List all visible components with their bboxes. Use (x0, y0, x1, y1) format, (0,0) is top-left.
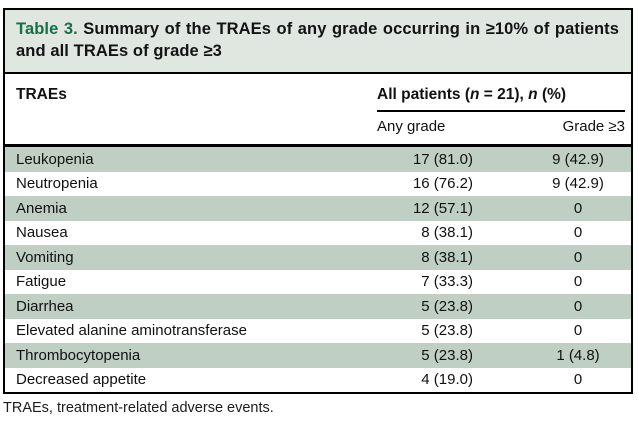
row-grade3: 1 (4.8) (556, 346, 600, 364)
column-group-right: All patients (n = 21), n (%) Any grade G… (377, 86, 631, 144)
table-row: Neutropenia 16 (76.2) 9 (42.9) (5, 172, 631, 197)
row-name: Leukopenia (16, 150, 94, 168)
row-grade3: 0 (573, 224, 583, 242)
table-number-label: Table 3. (16, 20, 78, 38)
table-row: Nausea 8 (38.1) 0 (5, 221, 631, 246)
column-header-any-grade: Any grade (377, 118, 446, 135)
table-footnote: TRAEs, treatment-related adverse events. (3, 400, 274, 416)
row-name: Elevated alanine aminotransferase (16, 322, 247, 340)
row-any-grade: 4 (19.0) (421, 371, 473, 389)
row-name: Neutropenia (16, 175, 98, 193)
row-name: Nausea (16, 224, 68, 242)
row-grade3: 9 (42.9) (552, 175, 604, 193)
group-header-part: All patients ( (377, 86, 471, 103)
group-header-all-patients: All patients (n = 21), n (%) (377, 86, 625, 112)
column-header-grade-ge3: Grade ≥3 (562, 118, 625, 135)
row-any-grade: 5 (23.8) (421, 297, 473, 315)
table-row: Thrombocytopenia 5 (23.8) 1 (4.8) (5, 343, 631, 368)
row-any-grade: 8 (38.1) (421, 224, 473, 242)
table-row: Decreased appetite 4 (19.0) 0 (5, 368, 631, 393)
row-grade3: 0 (573, 322, 583, 340)
row-any-grade: 12 (57.1) (412, 199, 473, 217)
table-row: Leukopenia 17 (81.0) 9 (42.9) (5, 147, 631, 172)
row-any-grade: 16 (76.2) (412, 175, 473, 193)
group-header-n-italic: n (528, 86, 538, 103)
row-any-grade: 7 (33.3) (421, 273, 473, 291)
table-3-box: Table 3. Summary of the TRAEs of any gra… (3, 8, 633, 394)
table-header: TRAEs All patients (n = 21), n (%) Any g… (5, 74, 631, 147)
row-grade3: 0 (573, 371, 583, 389)
row-any-grade: 5 (23.8) (421, 322, 473, 340)
table-body: Leukopenia 17 (81.0) 9 (42.9) Neutropeni… (5, 147, 631, 392)
row-name: Thrombocytopenia (16, 346, 141, 364)
row-grade3: 0 (573, 297, 583, 315)
table-title-text: Summary of the TRAEs of any grade occurr… (16, 20, 619, 60)
table-row: Elevated alanine aminotransferase 5 (23.… (5, 319, 631, 344)
row-any-grade: 17 (81.0) (412, 150, 473, 168)
group-header-part: = 21), (479, 86, 529, 103)
table-row: Vomiting 8 (38.1) 0 (5, 245, 631, 270)
table-caption: Table 3. Summary of the TRAEs of any gra… (5, 10, 631, 74)
row-grade3: 9 (42.9) (552, 150, 604, 168)
row-any-grade: 5 (23.8) (421, 346, 473, 364)
row-any-grade: 8 (38.1) (421, 248, 473, 266)
table-row: Anemia 12 (57.1) 0 (5, 196, 631, 221)
column-header-traes: TRAEs (16, 86, 67, 103)
row-name: Vomiting (16, 248, 74, 266)
row-name: Anemia (16, 199, 67, 217)
row-grade3: 0 (573, 199, 583, 217)
row-grade3: 0 (573, 273, 583, 291)
row-grade3: 0 (573, 248, 583, 266)
group-header-n-italic: n (470, 86, 480, 103)
sub-header-row: Any grade Grade ≥3 (377, 112, 625, 144)
row-name: Decreased appetite (16, 371, 147, 389)
row-name: Diarrhea (16, 297, 74, 315)
row-name: Fatigue (16, 273, 67, 291)
table-row: Fatigue 7 (33.3) 0 (5, 270, 631, 295)
group-header-part: (%) (537, 86, 567, 103)
table-row: Diarrhea 5 (23.8) 0 (5, 294, 631, 319)
